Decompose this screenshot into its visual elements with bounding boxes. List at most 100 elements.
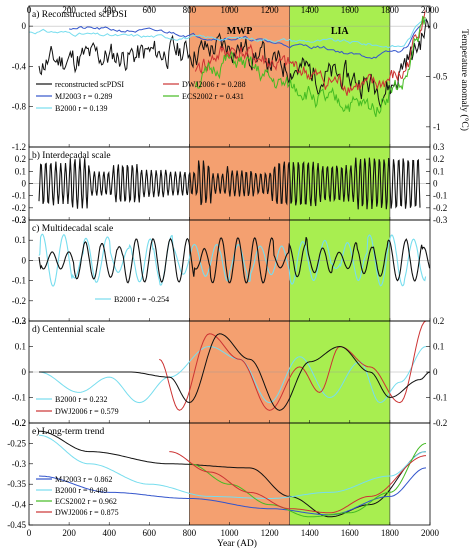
panel-a: -1.2-0.8-0.40-1-0.50a) Reconstructed scP… — [12, 5, 448, 152]
right-y-tick-label: 0.1 — [433, 342, 444, 352]
right-y-tick-label: -0.1 — [433, 191, 447, 201]
y-tick-label: -0.2 — [12, 418, 26, 428]
series-line-b2000 — [29, 20, 425, 49]
right-y-tick-label: -0.5 — [433, 72, 448, 82]
y-tick-label: -0.45 — [7, 520, 26, 530]
y-tick-label: -0.3 — [12, 459, 27, 469]
series-line-dwj2006 — [159, 320, 427, 411]
series-line-multidecadal — [38, 236, 431, 284]
y-tick-label: -0.1 — [12, 393, 26, 403]
panel-c: -0.3 -0.2 -0.1 0 0.1 0.2 c) Multidecadal scale… — [12, 215, 431, 326]
legend-label: DWJ2006 r = 0.579 — [55, 407, 119, 416]
top-x-tick-label: 1000 — [221, 5, 240, 15]
y-tick-label: -0.4 — [12, 500, 27, 510]
right-y-tick-label: 0 — [433, 179, 438, 189]
x-axis-label: Year (AD) — [217, 538, 257, 549]
bottom-x-tick-label: 1600 — [341, 528, 360, 538]
era-label-mwp: MWP — [227, 26, 253, 37]
legend-label: B2000 r = -0.254 — [114, 295, 169, 304]
top-x-tick-label: 200 — [62, 5, 76, 15]
right-y-tick-label: 0 — [433, 21, 438, 31]
top-x-tick-label: 400 — [102, 5, 116, 15]
bottom-x-tick-label: 0 — [27, 528, 32, 538]
legend-label: B2000 r = 0.139 — [55, 104, 108, 113]
y-tick-label: -0.4 — [12, 61, 27, 71]
top-x-tick-label: 1400 — [301, 5, 320, 15]
y-tick-label: 0.2 — [15, 154, 26, 164]
legend-label: B2000 r = 0.469 — [55, 486, 108, 495]
top-x-tick-label: 600 — [143, 5, 157, 15]
series-line-long-term-trend — [39, 430, 427, 518]
bottom-x-tick-label: 1400 — [301, 528, 320, 538]
y-tick-label: 0.1 — [15, 342, 26, 352]
series-line-ecs2002 — [194, 15, 426, 117]
y-tick-label: -1.2 — [12, 142, 26, 152]
right-y-tick-label: -0.2 — [433, 203, 447, 213]
y-tick-label: -0.3 — [12, 316, 27, 326]
top-x-tick-label: 0 — [27, 5, 32, 15]
y-tick-label: 0 — [22, 179, 27, 189]
right-y-tick-label: -0.2 — [433, 418, 447, 428]
bottom-x-tick-label: 1800 — [381, 528, 400, 538]
y-tick-label: -0.2 — [12, 296, 26, 306]
legend-label: MJ2003 r = 0.289 — [55, 92, 112, 101]
series-line-centennial — [39, 333, 431, 411]
right-y-tick-label: 0.2 — [433, 316, 444, 326]
top-x-tick-label: 1600 — [341, 5, 360, 15]
panel-d: -0.2 -0.1 0 0.1 0.2 -0.2 -0.1 0 0.1 0.2 d) Centenn… — [12, 316, 448, 428]
y-tick-label: -0.3 — [12, 215, 27, 225]
y-tick-label: -0.8 — [12, 102, 27, 112]
panel-title: d) Centennial scale — [32, 324, 105, 335]
bottom-x-tick-label: 600 — [143, 528, 157, 538]
series-line-ecs2002 — [189, 442, 427, 518]
right-axis-label: Temperature anomaly (°C) — [459, 29, 469, 131]
y-tick-label: -0.2 — [12, 203, 26, 213]
bottom-x-tick-label: 200 — [62, 528, 76, 538]
right-y-tick-label: -1 — [433, 122, 441, 132]
top-x-tick-label: 800 — [183, 5, 197, 15]
y-tick-label: -0.1 — [12, 191, 26, 201]
y-tick-label: 0.1 — [15, 166, 26, 176]
era-band-mwp — [189, 6, 290, 525]
series-line-mj2003 — [38, 467, 427, 516]
legend-label: ECS2002 r = 0.431 — [182, 92, 244, 101]
legend-label: MJ2003 r = 0.862 — [55, 475, 112, 484]
y-tick-label: 0 — [22, 255, 27, 265]
top-x-tick-label: 1200 — [261, 5, 280, 15]
panel-title: a) Reconstructed scPDSI — [32, 9, 127, 20]
y-tick-label: 0.2 — [15, 316, 26, 326]
right-y-tick-label: -0.1 — [433, 393, 447, 403]
panel-title: e) Long-term trend — [32, 426, 105, 437]
right-y-tick-label: 0.2 — [433, 154, 444, 164]
bottom-x-tick-label: 800 — [183, 528, 197, 538]
series-line-b2000 — [38, 233, 427, 287]
panel-title: c) Multidecadal scale — [32, 223, 113, 234]
legend-label: B2000 r = 0.232 — [55, 395, 108, 404]
right-y-tick-label: 0.1 — [433, 166, 444, 176]
y-tick-label: 0.1 — [15, 235, 26, 245]
panel-e: -0.45 -0.4 -0.35 -0.3 -0.25 -0.2 e) Long-term … — [7, 418, 431, 530]
top-x-tick-label: 1800 — [381, 5, 400, 15]
series-line-dwj2006 — [194, 10, 426, 96]
y-tick-label: 0 — [22, 21, 27, 31]
top-x-tick-label: 2000 — [421, 5, 440, 15]
y-tick-label: -0.25 — [7, 438, 26, 448]
bottom-x-tick-label: 2000 — [421, 528, 440, 538]
legend-label: DWJ2006 r = 0.288 — [182, 80, 246, 89]
series-line-dwj2006 — [169, 451, 427, 514]
bottom-x-tick-label: 1000 — [221, 528, 240, 538]
series-line-interdecadal — [38, 157, 421, 210]
right-y-tick-label: -0.3 — [433, 215, 448, 225]
legend-label: reconstructed scPDSI — [55, 80, 124, 89]
bottom-x-tick-label: 1200 — [261, 528, 280, 538]
panel-title: b) Interdecadal scale — [32, 150, 111, 161]
right-y-tick-label: 0.3 — [433, 142, 445, 152]
legend-label: DWJ2006 r = 0.875 — [55, 508, 119, 517]
y-tick-label: -0.35 — [7, 479, 26, 489]
y-tick-label: -0.1 — [12, 276, 26, 286]
legend-label: ECS2002 r = 0.962 — [55, 497, 117, 506]
y-tick-label: 0 — [22, 367, 27, 377]
era-label-lia: LIA — [331, 26, 350, 37]
y-tick-label: 0.2 — [15, 215, 26, 225]
